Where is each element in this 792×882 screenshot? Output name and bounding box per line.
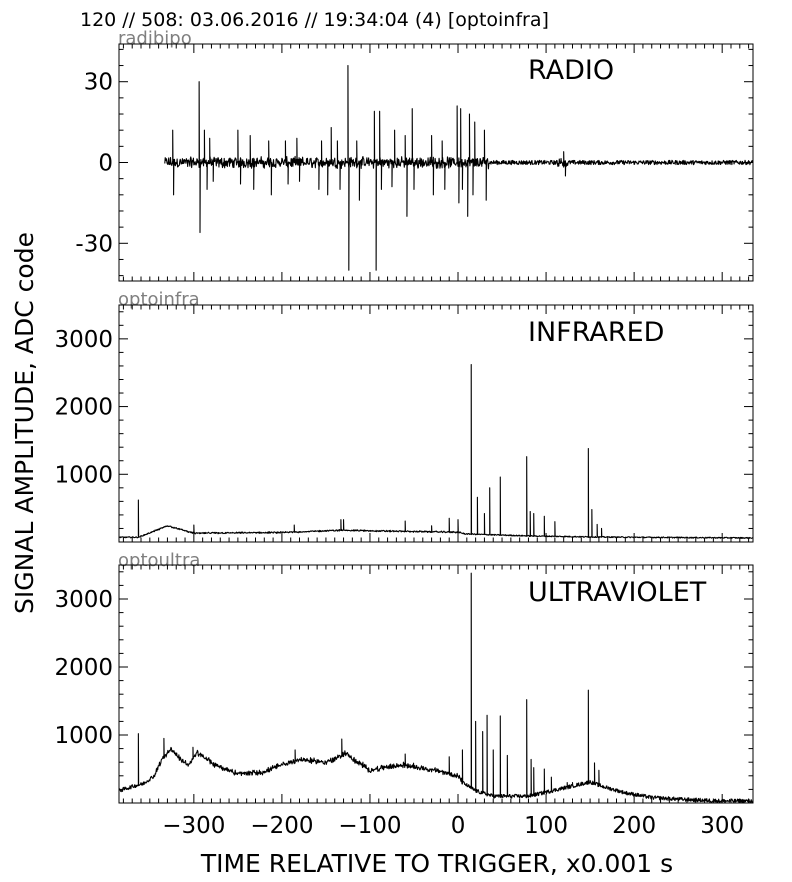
series-line bbox=[164, 65, 753, 271]
y-axis-label: SIGNAL AMPLITUDE, ADC code bbox=[10, 232, 39, 614]
x-tick-label: 100 bbox=[524, 813, 568, 839]
panel-title: ULTRAVIOLET bbox=[528, 577, 707, 608]
x-tick-label: 300 bbox=[700, 813, 744, 839]
y-tick-label: 3000 bbox=[54, 327, 113, 353]
plot-area-ultraviolet: −300 −200 −100 0 100 200 300 1000 2000 3000 bbox=[54, 564, 754, 839]
y-tick-label: 3000 bbox=[54, 587, 113, 613]
y-tick-label: 0 bbox=[98, 151, 113, 177]
y-tick-label: -30 bbox=[75, 231, 113, 257]
plot-frame bbox=[118, 304, 754, 543]
plot-frame bbox=[118, 564, 754, 804]
panel-ultraviolet: optoultra ULTRAVIOLET −300 −200 −100 0 100 20… bbox=[54, 550, 754, 839]
y-tick-label: 2000 bbox=[54, 395, 113, 421]
panel-radio: radibipo RADIO -30 0 30 bbox=[75, 28, 754, 282]
header-text: 120 // 508: 03.06.2016 // 19:34:04 (4) [… bbox=[80, 9, 549, 31]
x-axis-label: TIME RELATIVE TO TRIGGER, x0.001 s bbox=[200, 849, 673, 878]
plot-area-radio: -30 0 30 bbox=[75, 43, 754, 282]
x-tick-label: 0 bbox=[451, 813, 466, 839]
panel-title: INFRARED bbox=[528, 317, 664, 348]
x-tick-label: 200 bbox=[612, 813, 656, 839]
y-tick-label: 1000 bbox=[54, 462, 113, 488]
series-line bbox=[119, 364, 753, 539]
y-tick-label: 1000 bbox=[54, 723, 113, 749]
plot-area-infrared: 1000 2000 3000 bbox=[54, 304, 754, 543]
series-line bbox=[119, 572, 753, 803]
channel-label: optoultra bbox=[118, 550, 200, 571]
channel-label: radibipo bbox=[118, 28, 192, 49]
y-tick-label: 2000 bbox=[54, 655, 113, 681]
panel-title: RADIO bbox=[528, 55, 614, 86]
x-tick-label: −200 bbox=[250, 813, 313, 839]
x-tick-label: −300 bbox=[162, 813, 225, 839]
y-tick-label: 30 bbox=[84, 70, 113, 96]
x-tick-label: −100 bbox=[338, 813, 401, 839]
